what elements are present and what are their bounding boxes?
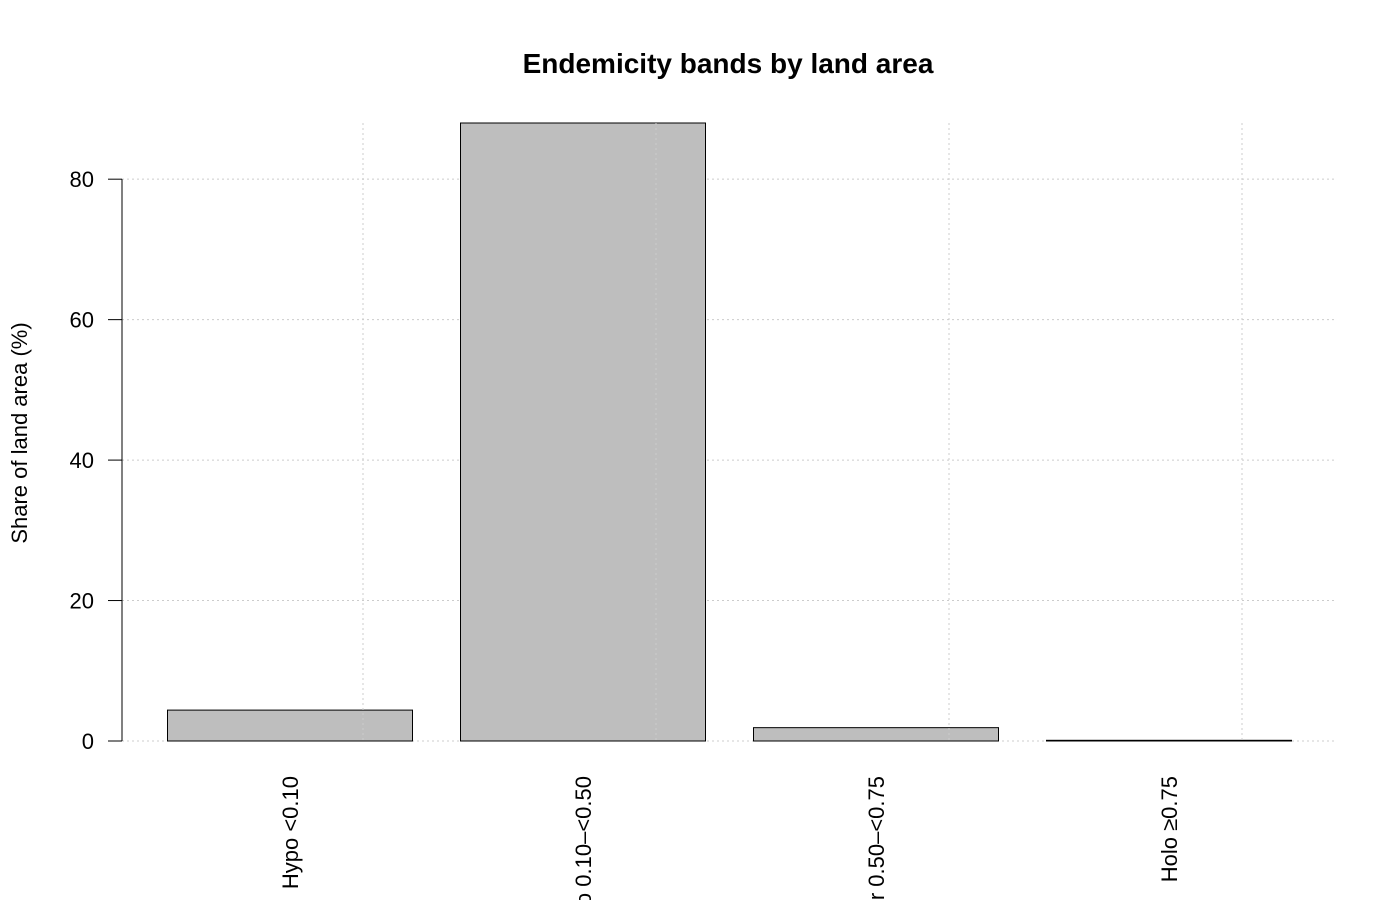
- bar-1: [460, 122, 706, 742]
- y-tick-label-3: 60: [70, 308, 94, 333]
- chart-title: Endemicity bands by land area: [523, 48, 934, 79]
- y-tick-label-0: 0: [82, 729, 94, 754]
- y-axis-label: Share of land area (%): [7, 322, 32, 543]
- bar-2: [753, 727, 999, 742]
- x-tick-label-2: Hyper 0.50–<0.75: [864, 776, 889, 900]
- y-tick-label-2: 40: [70, 448, 94, 473]
- bar-0: [167, 709, 413, 742]
- grid-lines: [122, 178, 1337, 742]
- x-tick-label-0: Hypo <0.10: [278, 776, 303, 889]
- bars: [167, 122, 1292, 742]
- y-axis: 0 20 40 60 80: [70, 167, 123, 754]
- y-tick-label-4: 80: [70, 167, 94, 192]
- x-tick-label-1: Meso 0.10–<0.50: [571, 776, 596, 900]
- bar-3: [1046, 739, 1292, 742]
- x-tick-label-3: Holo ≥0.75: [1157, 776, 1182, 882]
- x-tick-labels: Hypo <0.10 Meso 0.10–<0.50 Hyper 0.50–<0.7…: [278, 776, 1182, 900]
- y-tick-label-1: 20: [70, 589, 94, 614]
